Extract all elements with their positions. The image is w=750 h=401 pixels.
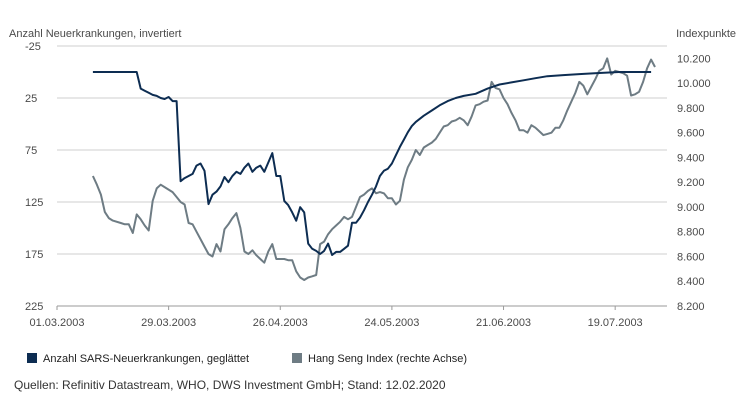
gridlines — [57, 45, 667, 307]
legend-swatch-hangseng — [292, 353, 302, 363]
x-tick-label: 21.06.2003 — [476, 317, 531, 329]
right-tick-label: 8.800 — [677, 227, 705, 239]
left-tick-label: 125 — [25, 197, 43, 209]
x-axis: 01.03.2003 29.03.2003 26.04.2003 24.05.2003… — [29, 306, 643, 329]
right-tick-label: 8.200 — [677, 301, 705, 313]
right-tick-label: 10.200 — [677, 53, 711, 65]
series-line-sars — [92, 71, 652, 256]
right-tick-label: 10.000 — [677, 78, 711, 90]
series-line-hangseng — [91, 57, 656, 281]
left-tick-label: 75 — [25, 145, 37, 157]
left-tick-label: 225 — [25, 301, 43, 313]
left-axis-title: Anzahl Neuerkrankungen, invertiert — [9, 28, 181, 40]
x-tick-label: 24.05.2003 — [364, 317, 419, 329]
right-axis-title: Indexpunkte — [676, 28, 736, 40]
left-tick-label: 175 — [25, 249, 43, 261]
right-tick-label: 9.000 — [677, 202, 705, 214]
left-tick-label: -25 — [25, 41, 41, 53]
legend-label-hangseng: Hang Seng Index (rechte Achse) — [308, 353, 467, 365]
left-axis: -25 25 75 125 175 225 — [25, 41, 43, 313]
right-tick-label: 8.400 — [677, 276, 705, 288]
legend-swatch-sars — [27, 353, 37, 363]
legend: Anzahl SARS-Neuerkrankungen, geglättet H… — [27, 353, 467, 365]
legend-label-sars: Anzahl SARS-Neuerkrankungen, geglättet — [43, 353, 249, 365]
right-tick-label: 8.600 — [677, 251, 705, 263]
right-axis: 10.200 10.000 9.800 9.600 9.400 9.200 9.000 8.8… — [677, 53, 711, 313]
x-tick-label: 01.03.2003 — [29, 317, 84, 329]
right-tick-label: 9.400 — [677, 152, 705, 164]
series-lines — [91, 57, 656, 281]
right-tick-label: 9.600 — [677, 128, 705, 140]
x-tick-label: 19.07.2003 — [588, 317, 643, 329]
right-tick-label: 9.200 — [677, 177, 705, 189]
x-tick-label: 26.04.2003 — [253, 317, 308, 329]
x-tick-label: 29.03.2003 — [141, 317, 196, 329]
left-tick-label: 25 — [25, 93, 37, 105]
right-tick-label: 9.800 — [677, 103, 705, 115]
source-note: Quellen: Refinitiv Datastream, WHO, DWS … — [14, 378, 446, 392]
